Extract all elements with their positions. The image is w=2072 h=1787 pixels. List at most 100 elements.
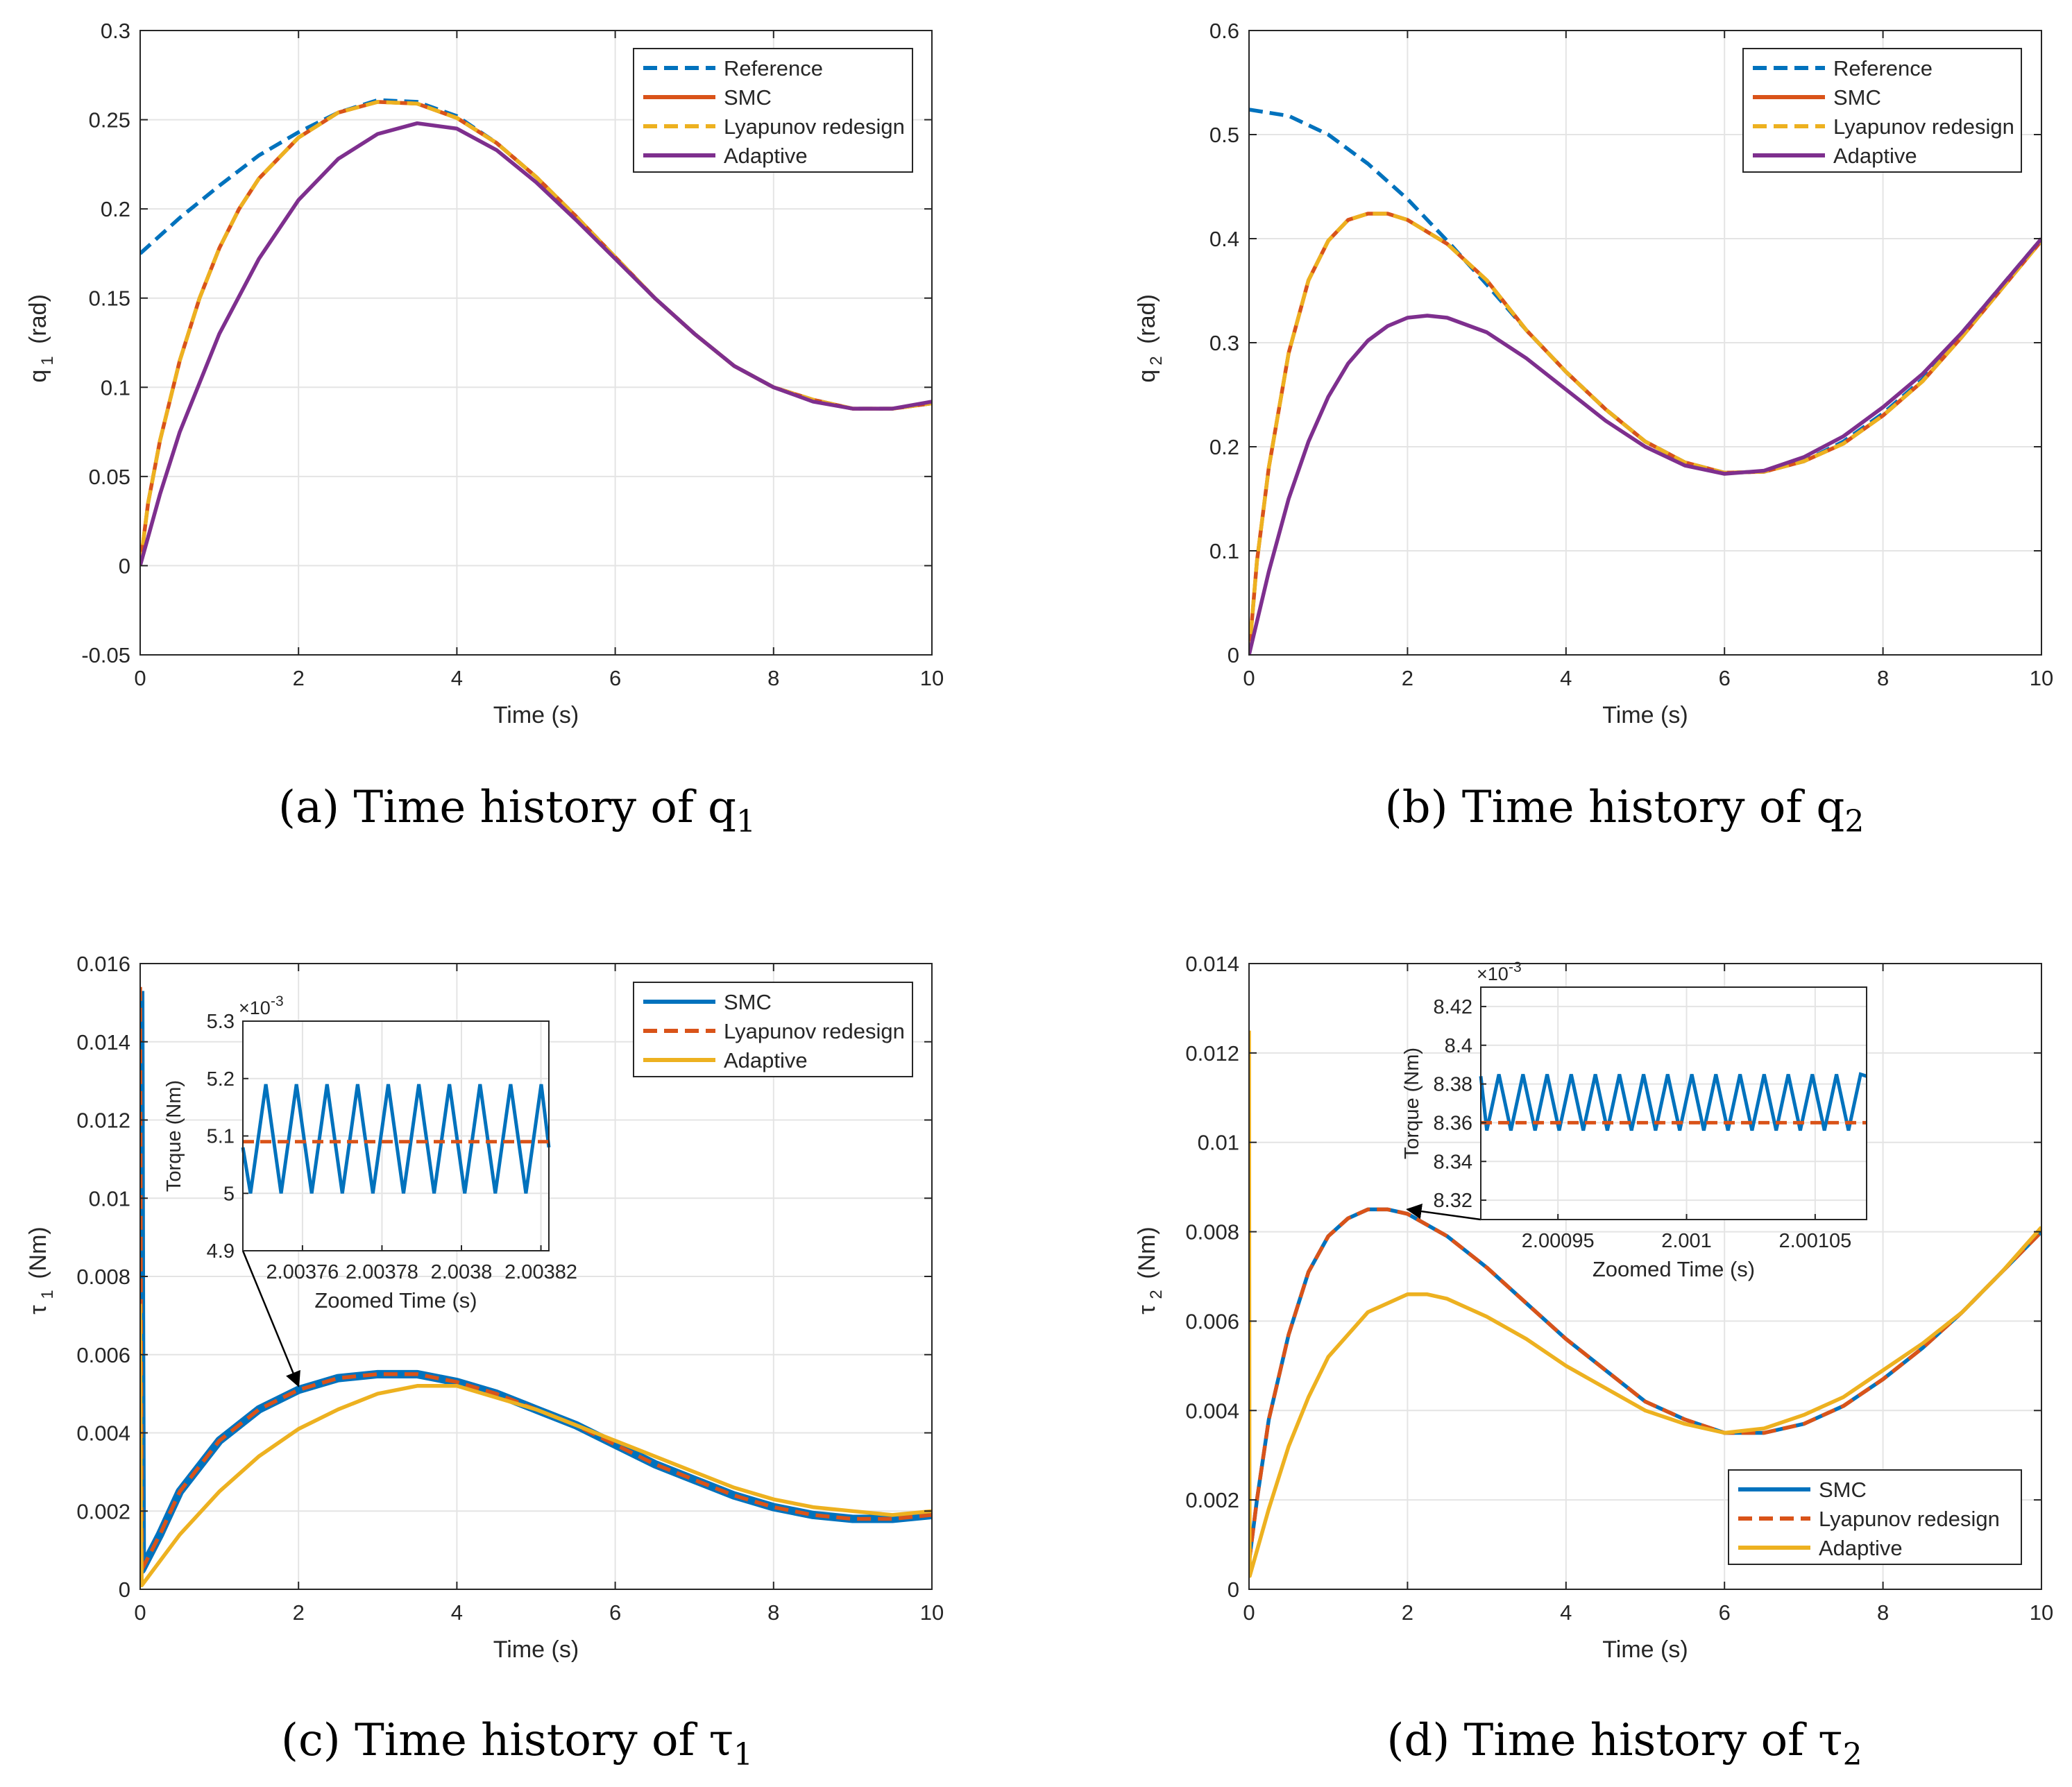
y-tick-label: 0.008	[1185, 1220, 1239, 1245]
caption: (d) Time history of τ2	[1386, 1715, 1862, 1772]
caption-variable: q	[708, 782, 736, 833]
x-tick-label: 10	[920, 1600, 944, 1625]
legend: SMC Lyapunov redesign Adaptive	[1728, 1469, 2022, 1565]
caption-subscript: 2	[1844, 804, 1864, 839]
caption-paren-close: )	[323, 1715, 355, 1766]
legend: Reference SMC Lyapunov redesign Adaptive	[633, 48, 913, 173]
x-tick-label: 6	[1719, 1600, 1731, 1625]
caption-paren-open: (	[278, 782, 296, 833]
legend-entry: SMC	[724, 85, 772, 110]
legend-entry: Adaptive	[1819, 1536, 1903, 1560]
x-tick-label: 0	[1243, 1600, 1255, 1625]
legend-box	[1742, 48, 2022, 173]
inset-y-axis-label: Torque (Nm)	[1401, 1048, 1423, 1159]
series-line-lyapunov-redesign	[1249, 212, 2041, 655]
ticks: 0 2 4 6 8 10 0 0.1 0.2 0.3 0.4 0.5 0.6	[1209, 19, 2053, 690]
caption: (b) Time history of q2	[1385, 782, 1865, 839]
x-tick-label: 10	[2030, 666, 2053, 690]
y-tick-label: 0.5	[1209, 123, 1239, 147]
axes-box	[1248, 963, 2042, 1590]
inset-y-axis-label: Torque (Nm)	[163, 1080, 185, 1192]
y-axis-label-symbol: q	[1134, 370, 1160, 383]
x-tick-label: 4	[1560, 666, 1572, 690]
y-axis-label: τ 2 (Nm)	[1134, 1226, 1166, 1314]
x-tick-label: 4	[451, 1600, 463, 1625]
series-group	[140, 98, 932, 567]
y-tick-label: 0.3	[1209, 331, 1239, 355]
inset-y-tick-label: 5.1	[207, 1126, 235, 1148]
inset-x-tick-label: 2.001	[1661, 1230, 1712, 1252]
legend-entry: SMC	[724, 990, 772, 1014]
y-tick-label: 0.4	[1209, 227, 1239, 251]
legend-entry: Adaptive	[724, 1048, 808, 1072]
legend-box	[1728, 1469, 2022, 1565]
x-axis-label: Time (s)	[493, 702, 579, 728]
inset-x-tick-label: 2.00376	[266, 1261, 339, 1283]
caption-body: Time history of	[355, 1715, 709, 1766]
y-tick-label: 0.1	[1209, 539, 1239, 563]
x-tick-label: 8	[767, 666, 779, 690]
legend-entry: Adaptive	[724, 144, 808, 168]
inset-x-axis-label: Zoomed Time (s)	[314, 1288, 477, 1313]
caption-variable: τ	[709, 1715, 733, 1766]
series-group	[140, 986, 932, 1588]
inset-smc-line	[1479, 1072, 1867, 1131]
x-tick-label: 6	[609, 666, 621, 690]
inset-y-tick-label: 8.42	[1434, 996, 1472, 1018]
y-tick-label: 0.014	[1185, 952, 1239, 976]
series-line-lyapunov-redesign	[1249, 1207, 2041, 1563]
y-tick-label: 0.006	[1185, 1309, 1239, 1333]
y-axis-label-symbol: τ	[25, 1305, 51, 1315]
inset-y-tick-label: 8.36	[1434, 1112, 1472, 1134]
caption-body: Time history of	[353, 782, 708, 833]
inset-smc-line	[241, 1084, 551, 1194]
legend-entry: SMC	[1833, 85, 1881, 110]
inset-y-axis-label-text: Torque (Nm)	[1401, 1048, 1423, 1159]
legend: Reference SMC Lyapunov redesign Adaptive	[1742, 48, 2022, 173]
caption-subscript: 1	[733, 1737, 753, 1772]
inset-x-tick-label: 2.00378	[346, 1261, 418, 1283]
x-tick-label: 10	[2030, 1600, 2053, 1625]
y-tick-label: 0	[119, 554, 130, 578]
legend: SMC Lyapunov redesign Adaptive	[633, 982, 913, 1077]
y-tick-label: 0.006	[76, 1343, 130, 1367]
caption-letter: b	[1402, 782, 1431, 833]
caption: (c) Time history of τ1	[281, 1715, 753, 1772]
inset-x-tick-label: 2.00105	[1778, 1230, 1851, 1252]
inset-x-tick-label: 2.00382	[504, 1261, 577, 1283]
zoom-arrow	[241, 1250, 300, 1387]
inset: 2.00376 2.00378 2.0038 2.00382 4.9 5 5.1 5.2 5.3…	[163, 993, 577, 1387]
caption-subscript: 2	[1843, 1737, 1862, 1772]
series-line-adaptive	[1249, 1030, 2041, 1578]
legend-entry: Reference	[724, 56, 823, 80]
y-axis-label-symbol: τ	[1134, 1305, 1160, 1315]
x-tick-label: 10	[920, 666, 944, 690]
y-tick-label: 0.3	[101, 19, 130, 43]
x-tick-label: 2	[1402, 1600, 1413, 1625]
legend-entry: Lyapunov redesign	[724, 114, 905, 139]
legend-entry: Lyapunov redesign	[1833, 114, 2014, 139]
y-tick-label: 0.25	[89, 108, 130, 132]
inset-y-tick-label: 5.3	[207, 1011, 235, 1033]
y-axis-label-unit: (rad)	[25, 294, 51, 344]
caption-letter: d	[1404, 1715, 1432, 1766]
legend-entry: Lyapunov redesign	[1819, 1507, 2000, 1531]
series-line-lyapunov-redesign	[140, 986, 932, 1572]
caption-text: (b) Time history of q2	[1385, 782, 1865, 839]
caption-text: (a) Time history of q1	[278, 782, 756, 839]
caption-paren-close: )	[1432, 1715, 1463, 1766]
y-tick-label: 0.014	[76, 1030, 130, 1054]
x-tick-label: 8	[1877, 1600, 1889, 1625]
x-tick-label: 8	[1877, 666, 1889, 690]
x-axis-label: Time (s)	[493, 1636, 579, 1663]
y-tick-label: -0.05	[81, 643, 130, 667]
inset-y-tick-label: 8.38	[1434, 1074, 1472, 1096]
y-tick-label: 0.15	[89, 287, 130, 311]
y-tick-label: 0.012	[1185, 1041, 1239, 1066]
inset-y-tick-label: 8.34	[1434, 1151, 1472, 1173]
x-tick-label: 0	[1243, 666, 1255, 690]
y-tick-label: 0.6	[1209, 19, 1239, 43]
series-group	[1249, 1030, 2041, 1578]
caption: (a) Time history of q1	[278, 782, 756, 839]
